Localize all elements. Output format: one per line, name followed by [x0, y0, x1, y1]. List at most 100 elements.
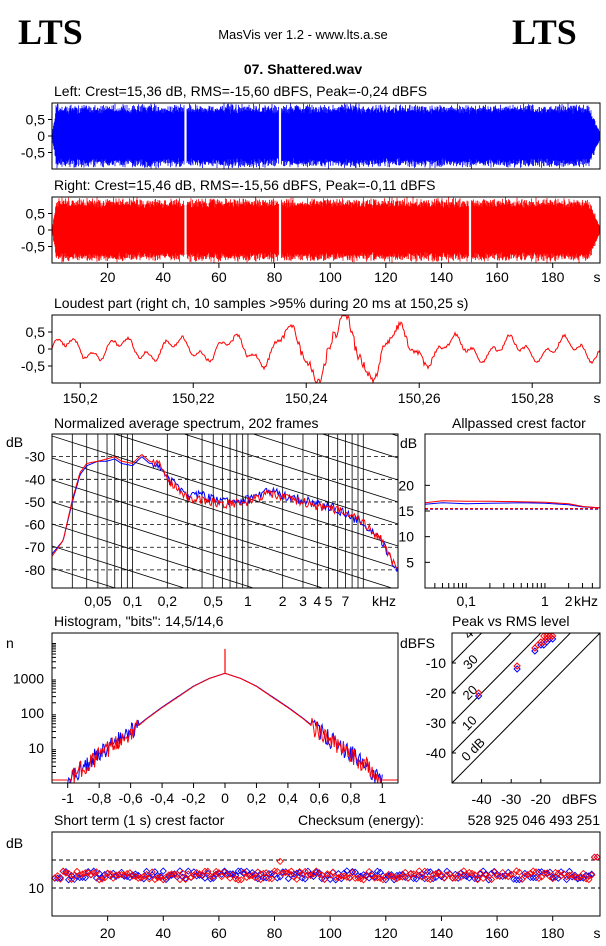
- short-term-point-right: [51, 874, 59, 882]
- spectrum-ylabel: dB: [6, 434, 23, 450]
- left_waveform-signal: [52, 103, 600, 169]
- short-term-point-right: [307, 871, 315, 880]
- short-term-point-right: [295, 868, 304, 876]
- short-term-point-right: [346, 873, 354, 882]
- peak-vs-rms-xtick-label: -30: [501, 791, 521, 807]
- short-term-point-right: [407, 870, 415, 878]
- right_waveform-xtick-label: 180: [541, 269, 565, 285]
- short-term-point-left: [56, 874, 64, 882]
- spectrum-slope-line: [52, 545, 186, 588]
- short-term-xtick-label: 180: [541, 925, 565, 941]
- short-term-point-left: [265, 870, 273, 878]
- short-term-point-right: [248, 871, 256, 880]
- short-term-point-right: [343, 873, 351, 881]
- histogram-xtick-label: -0,4: [150, 790, 174, 806]
- short-term-point-right: [535, 874, 543, 882]
- histogram-ytick-label: 100: [21, 705, 45, 721]
- short-term-point-right: [401, 868, 409, 877]
- loudest-xtick-label: 150,24: [285, 390, 328, 406]
- right_waveform-xtick-label: 100: [318, 269, 342, 285]
- loudest-part-title: Loudest part (right ch, 10 samples >95% …: [54, 295, 468, 311]
- peak-vs-rms-point-left: [531, 647, 539, 655]
- peak-vs-rms-diagonal: [452, 633, 542, 724]
- short-term-point-right: [443, 871, 451, 879]
- short-term-point-left: [193, 872, 201, 880]
- right_waveform-ytick-label: -0,5: [21, 239, 45, 255]
- histogram-ytick-label: 1000: [13, 670, 44, 686]
- crest-ytick-label: 10: [398, 529, 414, 545]
- short-term-point-right: [179, 869, 187, 877]
- peak-vs-rms-xtick-label: -20: [531, 791, 551, 807]
- histogram-series-left: [67, 672, 383, 784]
- checksum-label: Checksum (energy):: [298, 812, 424, 828]
- short-term-point-right: [151, 875, 159, 884]
- peak-vs-rms-diagonal-label: 40: [461, 621, 482, 642]
- short-term-point-right: [120, 871, 128, 879]
- spectrum-xtick-label: 0,1: [123, 593, 143, 609]
- short-term-point-right: [162, 873, 170, 881]
- short-term-point-left: [373, 867, 382, 875]
- short-term-point-right: [123, 869, 131, 878]
- app-title: MasVis ver 1.2 - www.lts.a.se: [218, 27, 388, 42]
- short-term-point-right: [142, 870, 151, 879]
- allpassed-ylabel: dB: [400, 435, 417, 451]
- short-term-point-right: [67, 875, 76, 883]
- histogram-title: Histogram, "bits": 14,5/14,6: [54, 613, 224, 629]
- short-term-point-right: [251, 873, 259, 882]
- short-term-point-right: [507, 870, 515, 878]
- crest-xtick-label: 2: [565, 593, 573, 609]
- short-term-point-right: [259, 869, 268, 878]
- spectrum-xtick-label: 0,5: [203, 593, 223, 609]
- short-term-point-right: [284, 869, 293, 877]
- peak-vs-rms-point-right: [540, 633, 548, 640]
- peak-vs-rms-ytick-label: -20: [426, 685, 446, 701]
- short-term-xunit: s: [594, 925, 601, 941]
- short-term-point-left: [485, 876, 493, 884]
- crest-xunit: kHz: [574, 593, 598, 609]
- short-term-point-right: [234, 876, 243, 884]
- right_waveform-xtick-label: 80: [267, 269, 283, 285]
- histogram-xtick-label: 0,6: [310, 790, 330, 806]
- loudest-ytick-label: -0,5: [21, 358, 45, 374]
- spectrum-slope-line: [52, 501, 324, 588]
- short-term-point-right: [501, 872, 510, 880]
- peak-vs-rms-xlabel: dBFS: [562, 791, 597, 807]
- short-term-point-right: [129, 872, 137, 880]
- short-term-xtick-label: 20: [100, 925, 116, 941]
- short-term-point-left: [279, 868, 287, 876]
- short-term-point-right: [98, 875, 106, 883]
- short-term-point-right: [148, 868, 156, 876]
- short-term-point-right: [56, 875, 64, 883]
- short-term-point-right: [78, 870, 87, 878]
- loudest-xtick-label: 150,28: [511, 390, 554, 406]
- short-term-point-left: [554, 874, 562, 882]
- short-term-title: Short term (1 s) crest factor: [54, 812, 225, 828]
- short-term-point-left: [529, 873, 537, 882]
- short-term-xtick-label: 80: [267, 925, 283, 941]
- short-term-point-left: [142, 867, 151, 876]
- peak-vs-rms-diagonal-label: 0 dB: [458, 735, 488, 765]
- left-waveform-frame: [51, 102, 601, 170]
- peak-vs-rms-xtick-label: -40: [471, 791, 491, 807]
- spectrum-ytick-label: -80: [25, 562, 45, 578]
- right_waveform-xtick-label: 40: [155, 269, 171, 285]
- short-term-point-right: [359, 876, 368, 884]
- spectrum-title: Normalized average spectrum, 202 frames: [54, 415, 319, 431]
- short-term-point-right: [404, 874, 412, 882]
- left-waveform-chart: 0,50-0,5: [21, 103, 600, 169]
- short-term-point-left: [376, 868, 384, 877]
- peak-vs-rms-point-left: [513, 665, 521, 673]
- peak-vs-rms-point-right: [548, 633, 557, 640]
- short-term-point-right: [557, 872, 565, 880]
- short-term-point-right: [240, 868, 248, 877]
- short-term-point-right: [462, 870, 471, 878]
- short-term-chart: 10 20 40 60 80 100 120 140 160 180 s: [28, 853, 601, 941]
- spectrum-ytick-label: -40: [25, 471, 45, 487]
- short-term-point-right: [137, 874, 145, 882]
- short-term-point-right: [276, 857, 284, 866]
- short-term-point-right: [432, 870, 440, 878]
- short-term-point-right: [320, 875, 329, 883]
- short-term-point-left: [78, 873, 87, 881]
